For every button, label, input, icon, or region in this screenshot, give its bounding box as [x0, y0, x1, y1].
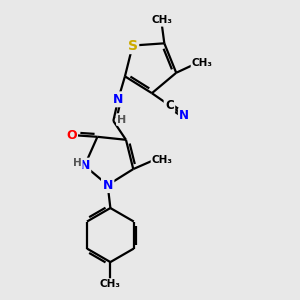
Text: CH₃: CH₃: [151, 15, 172, 26]
Text: C: C: [165, 99, 174, 112]
Text: CH₃: CH₃: [192, 58, 213, 68]
Text: N: N: [179, 109, 189, 122]
Text: H: H: [73, 158, 81, 168]
Text: N: N: [103, 178, 113, 192]
Text: H: H: [117, 115, 127, 124]
Text: O: O: [66, 129, 76, 142]
Text: S: S: [128, 38, 138, 52]
Text: CH₃: CH₃: [152, 154, 173, 165]
Text: N: N: [113, 93, 123, 106]
Text: N: N: [80, 159, 90, 172]
Text: CH₃: CH₃: [100, 280, 121, 290]
